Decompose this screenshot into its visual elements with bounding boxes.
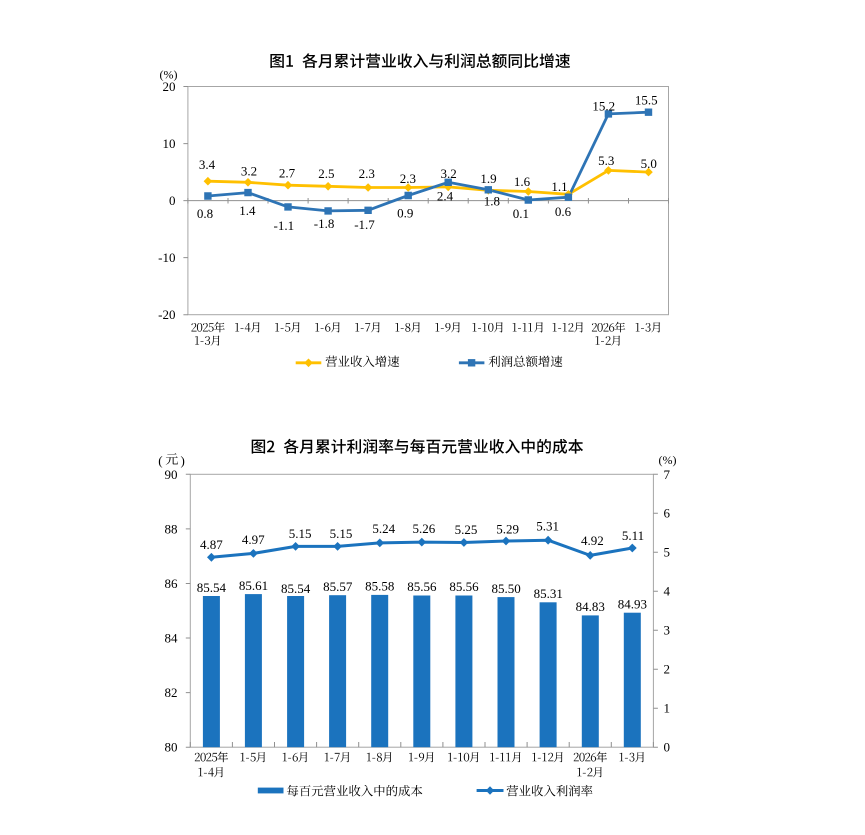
- svg-text:85.50: 85.50: [491, 581, 520, 596]
- svg-text:5.25: 5.25: [455, 522, 478, 537]
- svg-text:0.6: 0.6: [555, 204, 572, 219]
- svg-text:2.4: 2.4: [437, 188, 454, 203]
- svg-text:5.0: 5.0: [641, 156, 657, 171]
- svg-text:88: 88: [165, 521, 178, 536]
- svg-text:5.11: 5.11: [622, 528, 644, 543]
- svg-text:0.8: 0.8: [197, 206, 213, 221]
- svg-text:(: (: [158, 453, 162, 468]
- svg-text:0: 0: [664, 740, 671, 755]
- svg-text:): ): [181, 453, 185, 468]
- svg-text:3.4: 3.4: [199, 157, 216, 172]
- svg-text:6: 6: [664, 506, 671, 521]
- svg-text:86: 86: [165, 576, 179, 591]
- svg-text:(%): (%): [160, 68, 178, 82]
- svg-text:5: 5: [664, 545, 671, 560]
- svg-text:5.31: 5.31: [536, 518, 559, 533]
- svg-text:85.54: 85.54: [197, 580, 227, 595]
- svg-text:20: 20: [163, 79, 176, 94]
- svg-text:2: 2: [664, 662, 671, 677]
- svg-text:80: 80: [165, 740, 178, 755]
- svg-text:5.15: 5.15: [289, 526, 312, 541]
- svg-text:2.5: 2.5: [318, 166, 334, 181]
- svg-text:4.97: 4.97: [242, 532, 265, 547]
- svg-text:4: 4: [664, 584, 671, 599]
- svg-text:10: 10: [163, 136, 176, 151]
- svg-text:3: 3: [664, 623, 671, 638]
- svg-text:1: 1: [664, 701, 671, 716]
- svg-text:0: 0: [169, 193, 176, 208]
- svg-text:5.26: 5.26: [413, 521, 436, 536]
- svg-text:84.93: 84.93: [618, 597, 647, 612]
- svg-text:0.1: 0.1: [513, 206, 529, 221]
- svg-text:4.87: 4.87: [200, 537, 223, 552]
- svg-text:85.56: 85.56: [407, 579, 437, 594]
- svg-text:1.8: 1.8: [484, 194, 500, 209]
- svg-text:82: 82: [165, 685, 178, 700]
- svg-text:2.3: 2.3: [400, 171, 416, 186]
- svg-text:1.6: 1.6: [514, 174, 531, 189]
- svg-text:7: 7: [664, 467, 671, 482]
- svg-text:90: 90: [165, 467, 178, 482]
- svg-text:3.2: 3.2: [241, 163, 257, 178]
- svg-text:85.57: 85.57: [323, 579, 353, 594]
- svg-text:1.4: 1.4: [239, 203, 256, 218]
- svg-text:85.56: 85.56: [449, 579, 479, 594]
- svg-text:5.3: 5.3: [598, 153, 614, 168]
- svg-text:85.54: 85.54: [281, 581, 311, 596]
- svg-text:85.31: 85.31: [534, 586, 563, 601]
- svg-text:2.7: 2.7: [279, 165, 296, 180]
- svg-text:85.58: 85.58: [365, 579, 394, 594]
- svg-text:-10: -10: [158, 250, 175, 265]
- svg-text:-1.8: -1.8: [314, 216, 335, 231]
- svg-text:-1.1: -1.1: [274, 218, 295, 233]
- svg-text:-1.7: -1.7: [354, 217, 375, 232]
- svg-text:5.24: 5.24: [372, 521, 395, 536]
- svg-text:4.92: 4.92: [581, 533, 604, 548]
- svg-text:85.61: 85.61: [239, 578, 268, 593]
- svg-text:5.29: 5.29: [496, 522, 519, 537]
- svg-text:0.9: 0.9: [397, 206, 413, 221]
- svg-text:-20: -20: [158, 307, 175, 322]
- svg-text:84: 84: [165, 631, 179, 646]
- svg-text:15.2: 15.2: [592, 99, 615, 114]
- svg-text:2.3: 2.3: [359, 166, 375, 181]
- svg-text:(%): (%): [659, 453, 677, 467]
- svg-text:1.9: 1.9: [480, 171, 496, 186]
- svg-text:84.83: 84.83: [576, 599, 605, 614]
- svg-text:5.15: 5.15: [330, 526, 353, 541]
- svg-text:1.1: 1.1: [551, 179, 567, 194]
- svg-text:3.2: 3.2: [440, 166, 456, 181]
- svg-text:15.5: 15.5: [635, 93, 658, 108]
